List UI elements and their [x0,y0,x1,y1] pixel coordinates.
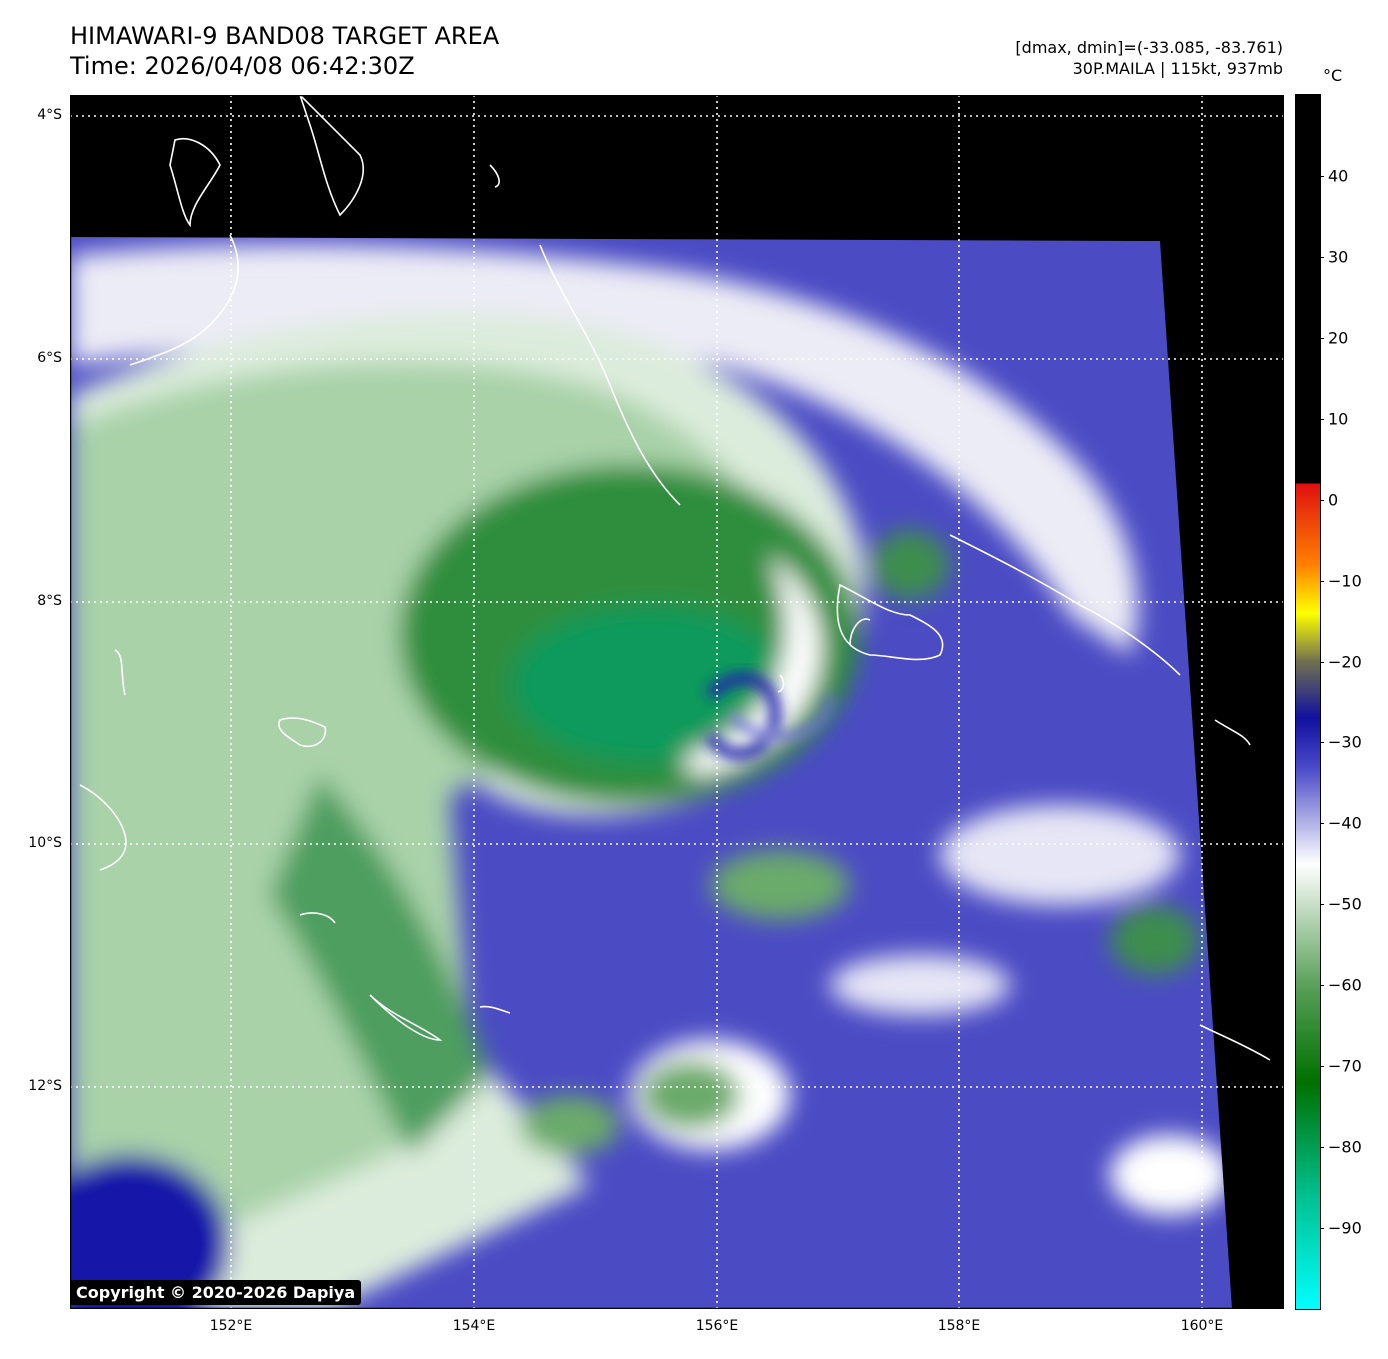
colorbar-tick-mark [1320,418,1324,420]
colorbar-tick-mark [1320,1147,1324,1149]
colorbar-tick-mark [1320,1228,1324,1230]
temperature-range: [dmax, dmin]=(-33.085, -83.761) [1015,38,1283,57]
lat-label-12s: 12°S [28,1078,62,1094]
cloud-layer [70,237,1232,1309]
map-title: HIMAWARI-9 BAND08 TARGET AREA [70,22,500,50]
colorbar-tick-label: −20 [1328,652,1362,672]
colorbar-tick-mark [1320,499,1324,501]
colorbar-tick-mark [1320,175,1324,177]
map-timestamp: Time: 2026/04/08 06:42:30Z [70,52,415,80]
colorbar-unit: °C [1323,66,1343,85]
colorbar-tick-mark [1320,256,1324,258]
colorbar-tick-label: −50 [1328,894,1362,914]
colorbar-tick-mark [1320,985,1324,987]
colorbar [1295,94,1321,1310]
map-frame [70,95,1284,1309]
graticule [70,95,1284,1309]
copyright-notice: Copyright © 2020-2026 Dapiya [70,1280,362,1305]
colorbar-tick-label: −30 [1328,732,1362,752]
colorbar-tick-label: −10 [1328,571,1362,591]
lat-label-8s: 8°S [37,593,62,609]
colorbar-tick-label: 30 [1328,247,1349,267]
colorbar-tick-label: −80 [1328,1137,1362,1157]
colorbar-tick-label: 10 [1328,409,1349,429]
lon-label-160e: 160°E [1180,1318,1224,1334]
lon-label-158e: 158°E [937,1318,981,1334]
colorbar-tick-label: 20 [1328,328,1349,348]
satellite-image [70,95,1284,1309]
lon-label-152e: 152°E [209,1318,253,1334]
satellite-map [70,95,1284,1309]
lon-label-156e: 156°E [695,1318,739,1334]
colorbar-tick-mark [1320,904,1324,906]
colorbar-tick-label: −70 [1328,1056,1362,1076]
lat-label-10s: 10°S [28,835,62,851]
colorbar-tick-mark [1320,661,1324,663]
colorbar-tick-mark [1320,742,1324,744]
colorbar-tick-mark [1320,823,1324,825]
colorbar-tick-label: 40 [1328,166,1349,186]
storm-info: 30P.MAILA | 115kt, 937mb [1072,59,1283,78]
lat-label-4s: 4°S [37,107,62,123]
lat-label-6s: 6°S [37,350,62,366]
colorbar-tick-mark [1320,580,1324,582]
colorbar-tick-label: −40 [1328,813,1362,833]
colorbar-tick-label: −90 [1328,1218,1362,1238]
colorbar-tick-label: 0 [1328,490,1339,510]
colorbar-tick-label: −60 [1328,975,1362,995]
coastlines [79,95,1271,1061]
colorbar-tick-mark [1320,337,1324,339]
colorbar-tick-mark [1320,1066,1324,1068]
lon-label-154e: 154°E [452,1318,496,1334]
